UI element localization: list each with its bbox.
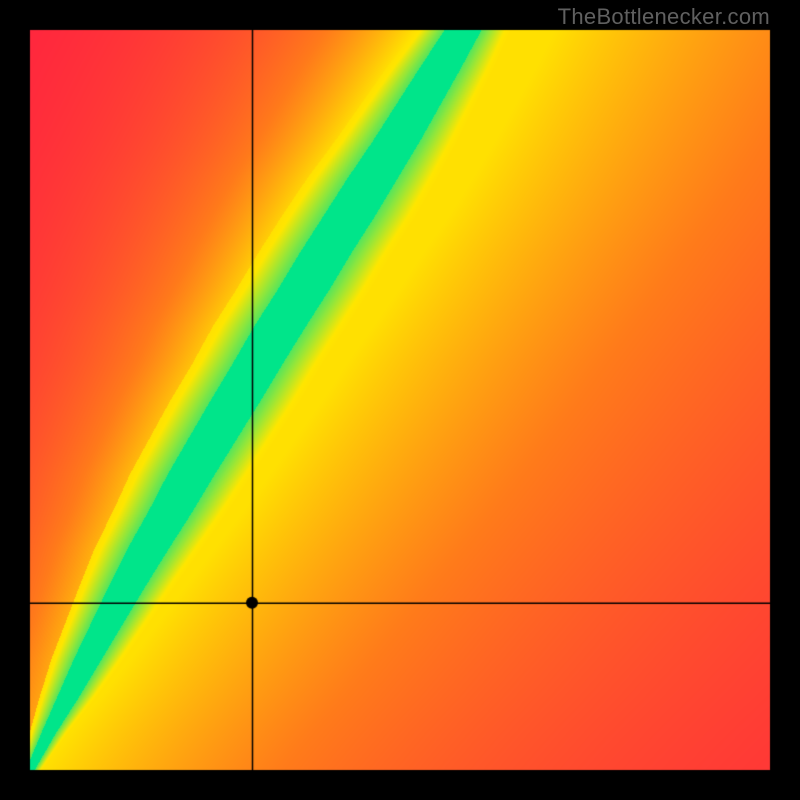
chart-container: TheBottlenecker.com (0, 0, 800, 800)
watermark-text: TheBottlenecker.com (558, 4, 770, 30)
bottleneck-heatmap (0, 0, 800, 800)
